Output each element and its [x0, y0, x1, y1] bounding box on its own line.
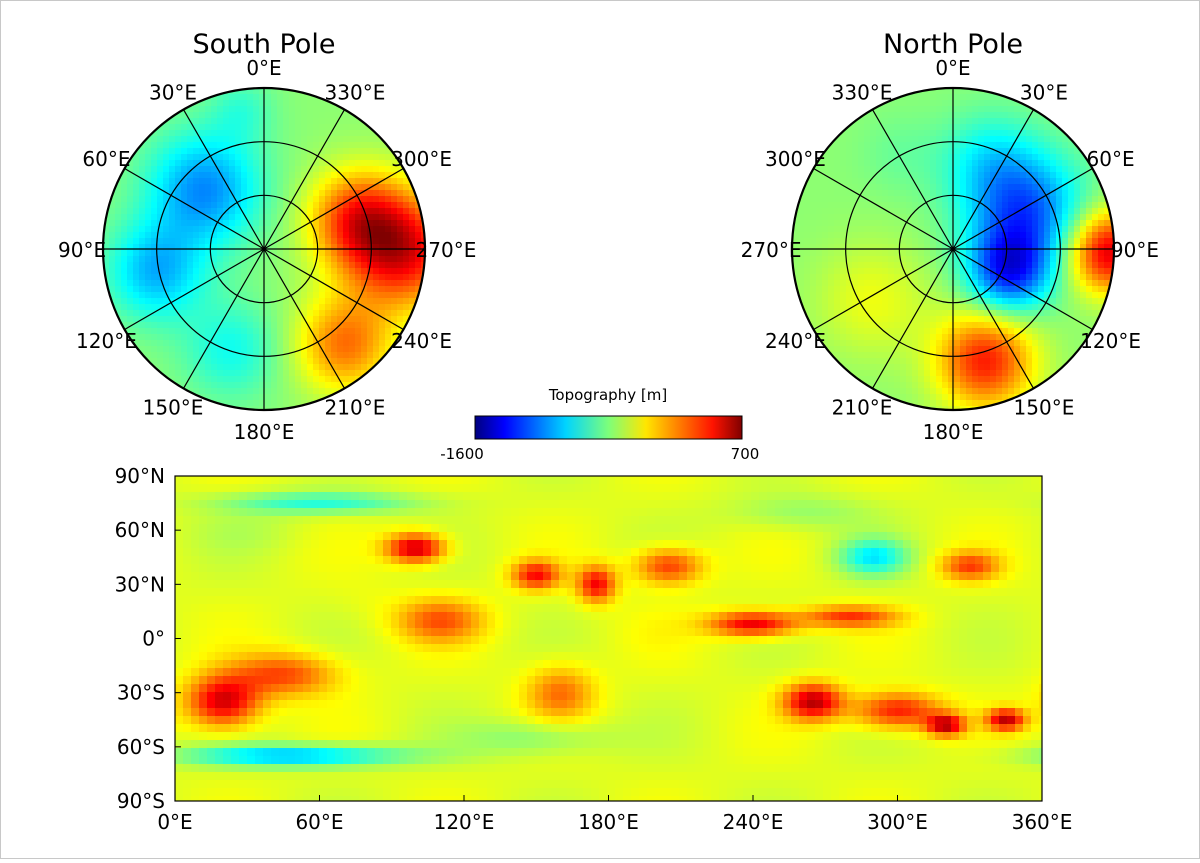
y-tick-label: 30°N [115, 572, 165, 596]
x-tick-label: 120°E [434, 810, 495, 834]
angle-label: 270°E [416, 238, 477, 262]
angle-label: 90°E [58, 238, 106, 262]
south-pole-plot: South Pole 0°E30°E60°E90°E120°E150°E180°… [58, 29, 476, 444]
colorbar: Topography [m] -1600 700 [440, 386, 759, 463]
angle-label: 120°E [76, 329, 137, 353]
angle-label: 270°E [741, 238, 802, 262]
angle-label: 60°E [1087, 147, 1135, 171]
global-map-field [175, 476, 1042, 801]
angle-label: 60°E [82, 147, 130, 171]
angle-label: 90°E [1111, 238, 1159, 262]
colorbar-max-label: 700 [731, 445, 760, 463]
angle-label: 150°E [143, 396, 204, 420]
angle-label: 30°E [149, 80, 197, 104]
angle-label: 0°E [246, 56, 281, 80]
x-tick-label: 180°E [578, 810, 639, 834]
angle-label: 210°E [832, 396, 893, 420]
angle-label: 180°E [234, 420, 295, 444]
angle-label: 300°E [765, 147, 826, 171]
angle-label: 240°E [391, 329, 452, 353]
colorbar-title: Topography [m] [548, 386, 667, 404]
y-tick-label: 30°S [117, 681, 165, 705]
x-tick-label: 240°E [723, 810, 784, 834]
angle-label: 180°E [923, 420, 984, 444]
y-tick-label: 90°N [115, 464, 165, 488]
global-map-plot: 0°E 60°E 120°E 180°E 240°E 300°E 360°E 90°N 60°N… [115, 464, 1073, 834]
y-tick-label: 90°S [117, 789, 165, 813]
angle-label: 30°E [1020, 80, 1068, 104]
angle-label: 300°E [391, 147, 452, 171]
y-tick-label: 60°S [117, 735, 165, 759]
x-tick-label: 300°E [867, 810, 928, 834]
x-tick-label: 0°E [157, 810, 192, 834]
x-tick-label: 360°E [1012, 810, 1073, 834]
north-pole-plot: North Pole 0°E30°E60°E90°E120°E150°E180°… [741, 29, 1159, 444]
angle-label: 210°E [325, 396, 386, 420]
angle-label: 120°E [1080, 329, 1141, 353]
angle-label: 0°E [935, 56, 970, 80]
y-tick-label: 60°N [115, 518, 165, 542]
y-tick-label: 0° [142, 627, 165, 651]
angle-label: 330°E [832, 80, 893, 104]
colorbar-min-label: -1600 [440, 445, 484, 463]
colorbar-gradient [475, 416, 742, 439]
angle-label: 330°E [325, 80, 386, 104]
x-tick-label: 60°E [295, 810, 343, 834]
angle-label: 150°E [1014, 396, 1075, 420]
angle-label: 240°E [765, 329, 826, 353]
